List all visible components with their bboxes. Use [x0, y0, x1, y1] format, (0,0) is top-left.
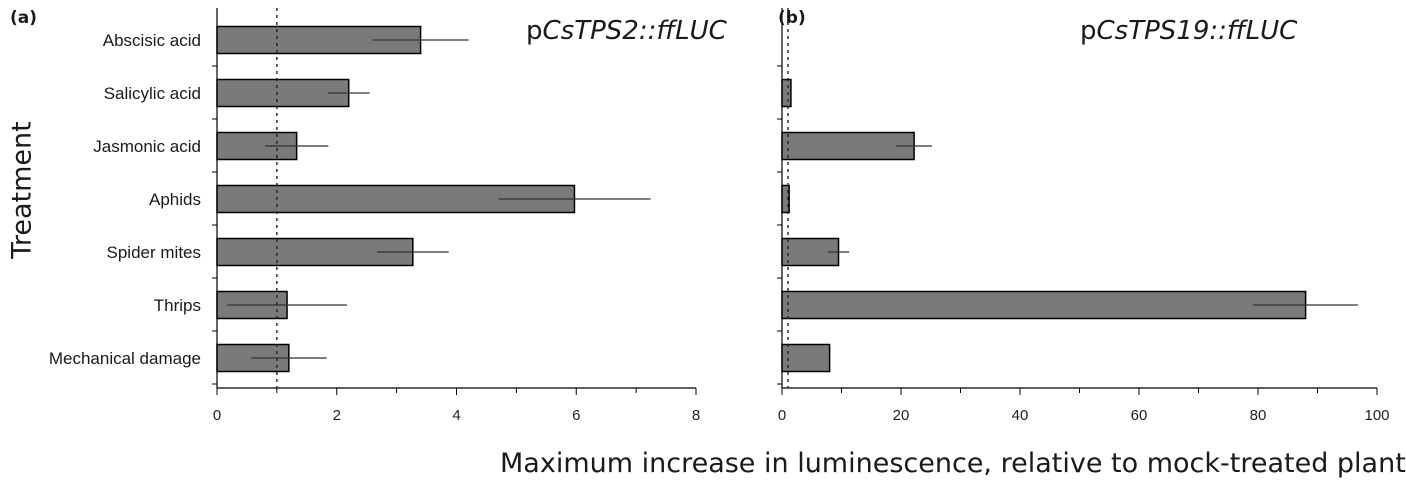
panel-a-label: (a): [10, 8, 38, 28]
panel-b-label: (b): [778, 8, 806, 28]
panel-b-bar: [781, 78, 792, 108]
panel-b-bar: [781, 131, 915, 161]
x-axis-title: Maximum increase in luminescence, relati…: [500, 448, 1406, 479]
category-label: Jasmonic acid: [93, 137, 201, 156]
category-label: Spider mites: [107, 243, 201, 262]
panel-a-x-tick-label: 6: [572, 407, 580, 424]
panel-b-x-tick-label: 60: [1131, 407, 1148, 424]
panel-b-plot: 0 20 40 60 80 100: [777, 8, 1390, 424]
y-axis-title: Treatment: [6, 121, 38, 259]
panel-b-x-tick-label: 40: [1012, 407, 1029, 424]
panel-b-bar: [781, 290, 1307, 320]
panel-b-construct-name: CsTPS19::ffLUC: [1096, 16, 1298, 46]
panel-b-x-tick-label: 20: [893, 407, 910, 424]
panel-b-bar: [781, 184, 790, 214]
panel-a-x-tick-label: 4: [452, 407, 460, 424]
category-label: Thrips: [154, 296, 201, 315]
panel-a-construct-label: pCsTPS2::ffLUC: [526, 16, 727, 46]
panel-b-x-tick-label: 0: [778, 407, 786, 424]
category-label: Salicylic acid: [104, 84, 201, 103]
panel-a-x-tick-label: 8: [692, 407, 700, 424]
panel-a-bar: [216, 78, 350, 108]
panel-a-x-tick-label: 2: [333, 407, 341, 424]
category-label: Aphids: [149, 190, 201, 209]
panel-b-x-tick-label: 100: [1364, 407, 1389, 424]
panel-b-construct-prefix: p: [1080, 16, 1097, 46]
panel-b-construct-label: pCsTPS19::ffLUC: [1080, 16, 1297, 46]
panel-a-plot: 0 2 4 6 8 Abscisic acid Salicylic acid Jasmonic…: [49, 8, 700, 424]
category-label: Mechanical damage: [49, 349, 201, 368]
panel-b-bar: [781, 343, 831, 373]
panel-a-construct-name: CsTPS2::ffLUC: [542, 16, 727, 46]
category-label: Abscisic acid: [103, 31, 201, 50]
panel-a-construct-prefix: p: [526, 16, 543, 46]
panel-b-x-tick-label: 80: [1250, 407, 1267, 424]
panel-a-x-tick-label: 0: [213, 407, 221, 424]
